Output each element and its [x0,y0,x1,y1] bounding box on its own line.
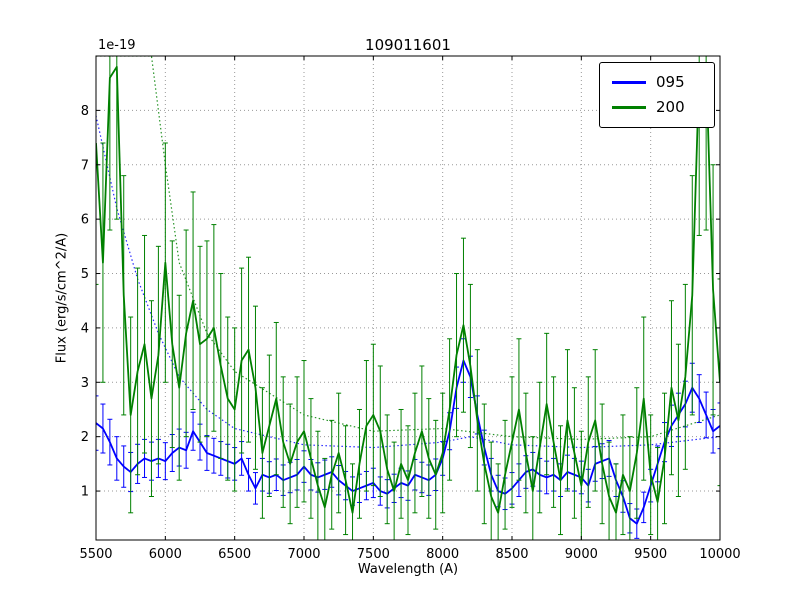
legend: 095 200 [599,62,715,128]
y-axis-offset-label: 1e-19 [98,38,136,53]
x-tick-label: 10000 [699,547,740,562]
y-tick-label: 7 [81,158,89,173]
y-tick-label: 2 [81,430,89,445]
x-tick-label: 8000 [426,547,459,562]
legend-line-095 [612,81,646,84]
legend-item-095: 095 [600,70,714,95]
x-tick-label: 6500 [218,547,251,562]
axes-frame [95,55,721,541]
data-line-200 [96,65,720,514]
x-axis-label: Wavelength (A) [357,562,459,577]
legend-item-200: 200 [600,95,714,120]
x-tick-label: 7500 [357,547,390,562]
legend-line-200 [612,106,646,109]
y-tick-label: 1 [81,485,89,500]
y-tick-label: 3 [81,376,89,391]
x-tick-label: 5500 [79,547,112,562]
x-tick-label: 8500 [495,547,528,562]
x-tick-label: 9000 [565,547,598,562]
model-line-095 [96,115,720,449]
legend-label-200: 200 [656,98,685,116]
tick-marks [95,56,721,540]
series-200 [96,56,720,540]
model-line-200 [96,56,720,440]
tick-labels: 5500 6000 6500 7000 7500 8000 8500 9000 9500 1000… [79,104,740,562]
y-tick-label: 6 [81,213,89,228]
y-tick-label: 5 [81,267,89,282]
x-tick-label: 7000 [287,547,320,562]
chart-title: 109011601 [365,36,451,54]
y-tick-label: 8 [81,104,89,119]
x-tick-label: 6000 [149,547,182,562]
legend-label-095: 095 [656,73,685,91]
y-tick-label: 4 [81,321,89,336]
x-tick-label: 9500 [634,547,667,562]
y-axis-label: Flux (erg/s/cm^2/A) [54,232,70,364]
